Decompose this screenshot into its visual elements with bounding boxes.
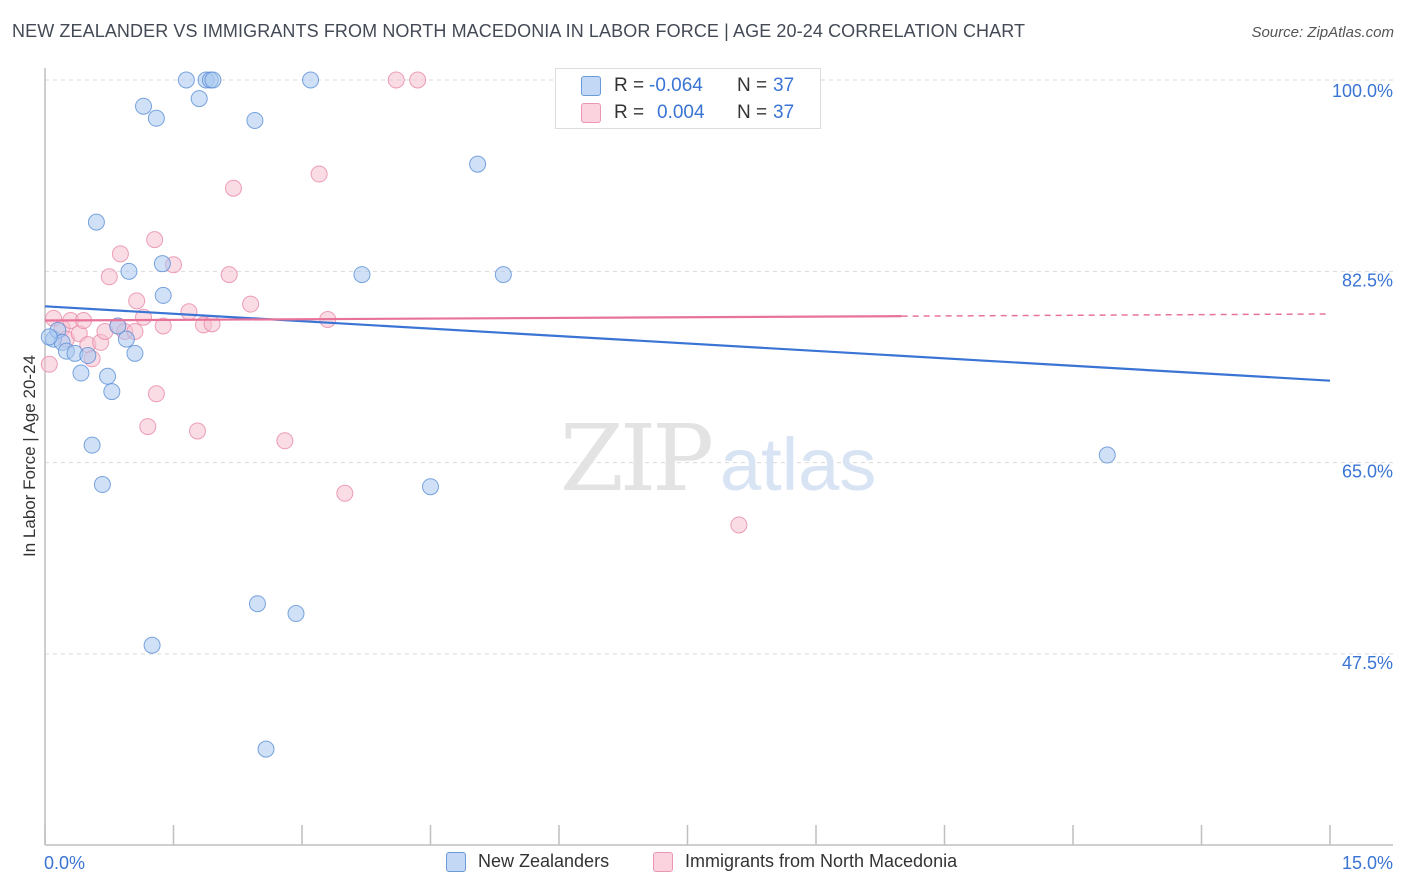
- point-new-zealander: [257, 740, 275, 758]
- x-tick-label: 15.0%: [1342, 853, 1393, 873]
- data-points: [40, 71, 1116, 758]
- point-new-zealander: [93, 476, 111, 494]
- point-new-zealander: [87, 213, 105, 231]
- n-value-blue: 37: [773, 75, 795, 96]
- point-north-macedonia: [154, 317, 172, 335]
- y-tick-label: 65.0%: [1342, 462, 1393, 482]
- point-new-zealander: [302, 71, 320, 89]
- point-north-macedonia: [409, 71, 427, 89]
- point-north-macedonia: [310, 165, 328, 183]
- n-value-pink: 37: [773, 102, 795, 123]
- point-new-zealander: [40, 328, 58, 346]
- stats-legend: R = -0.064 N = 37 R = 0.004 N = 37: [555, 68, 821, 129]
- point-new-zealander: [494, 266, 512, 284]
- point-north-macedonia: [387, 71, 405, 89]
- point-new-zealander: [248, 595, 266, 613]
- r-label: R =: [614, 102, 645, 123]
- point-north-macedonia: [40, 355, 58, 373]
- point-new-zealander: [177, 71, 195, 89]
- point-north-macedonia: [180, 303, 198, 321]
- point-north-macedonia: [146, 231, 164, 249]
- point-new-zealander: [190, 90, 208, 108]
- y-tick-label: 47.5%: [1342, 653, 1393, 673]
- point-new-zealander: [143, 636, 161, 654]
- chart-title: NEW ZEALANDER VS IMMIGRANTS FROM NORTH M…: [12, 21, 1026, 41]
- point-north-macedonia: [730, 516, 748, 534]
- legend-label: Immigrants from North Macedonia: [685, 851, 958, 871]
- n-label: N =: [737, 102, 768, 123]
- x-tick-label: 0.0%: [44, 853, 85, 873]
- point-new-zealander: [422, 478, 439, 496]
- point-new-zealander: [109, 317, 127, 335]
- series-legend: New Zealanders Immigrants from North Mac…: [0, 851, 1406, 877]
- point-new-zealander: [83, 436, 101, 454]
- point-north-macedonia: [188, 422, 206, 440]
- trend-lines: [44, 305, 1331, 382]
- point-new-zealander: [154, 286, 172, 304]
- source-label: Source: ZipAtlas.com: [1251, 24, 1394, 41]
- legend-swatch-blue: [446, 851, 466, 872]
- trend-line-north-macedonia-extrapolated: [901, 313, 1331, 317]
- point-new-zealander: [1098, 446, 1116, 464]
- point-new-zealander: [287, 605, 305, 623]
- point-north-macedonia: [220, 266, 238, 284]
- point-new-zealander: [469, 155, 487, 173]
- watermark-atlas: atlas: [720, 423, 876, 506]
- point-north-macedonia: [224, 179, 242, 197]
- axes: [44, 68, 1393, 846]
- point-new-zealander: [99, 367, 117, 385]
- y-tick-label: 82.5%: [1342, 270, 1393, 290]
- point-new-zealander: [246, 111, 264, 129]
- point-new-zealander: [79, 347, 97, 365]
- legend-swatch-pink: [581, 103, 601, 123]
- r-label: R =: [614, 75, 645, 96]
- gridlines: [45, 79, 1393, 655]
- n-label: N =: [737, 75, 768, 96]
- point-north-macedonia: [100, 268, 118, 286]
- point-north-macedonia: [139, 418, 157, 436]
- point-new-zealander: [126, 344, 144, 362]
- point-north-macedonia: [111, 245, 129, 263]
- point-north-macedonia: [147, 385, 165, 403]
- point-new-zealander: [117, 330, 135, 348]
- legend-swatch-blue: [581, 76, 601, 96]
- point-new-zealander: [120, 262, 138, 280]
- point-new-zealander: [153, 255, 171, 273]
- point-north-macedonia: [128, 292, 146, 310]
- point-north-macedonia: [336, 484, 354, 502]
- point-north-macedonia: [276, 432, 294, 450]
- point-new-zealander: [135, 97, 153, 115]
- point-new-zealander: [72, 364, 90, 382]
- point-north-macedonia: [203, 315, 221, 333]
- r-value-blue: -0.064: [649, 75, 703, 96]
- legend-item-north-macedonia[interactable]: Immigrants from North Macedonia: [653, 851, 957, 872]
- point-north-macedonia: [242, 295, 260, 313]
- watermark-zip: ZIP: [560, 405, 711, 512]
- y-tick-label: 100.0%: [1332, 81, 1393, 101]
- point-new-zealander: [204, 71, 222, 89]
- point-new-zealander: [353, 266, 371, 284]
- legend-item-new-zealanders[interactable]: New Zealanders: [446, 851, 609, 872]
- legend-label: New Zealanders: [478, 851, 610, 871]
- point-new-zealander: [103, 383, 121, 401]
- point-new-zealander: [147, 109, 165, 127]
- r-value-pink: 0.004: [657, 102, 705, 123]
- trend-line-north-macedonia: [44, 315, 902, 322]
- watermark: ZIP atlas: [560, 405, 876, 512]
- legend-swatch-pink: [653, 851, 673, 872]
- tick-labels: 47.5% 65.0% 82.5% 100.0% 0.0% 15.0%: [44, 81, 1393, 873]
